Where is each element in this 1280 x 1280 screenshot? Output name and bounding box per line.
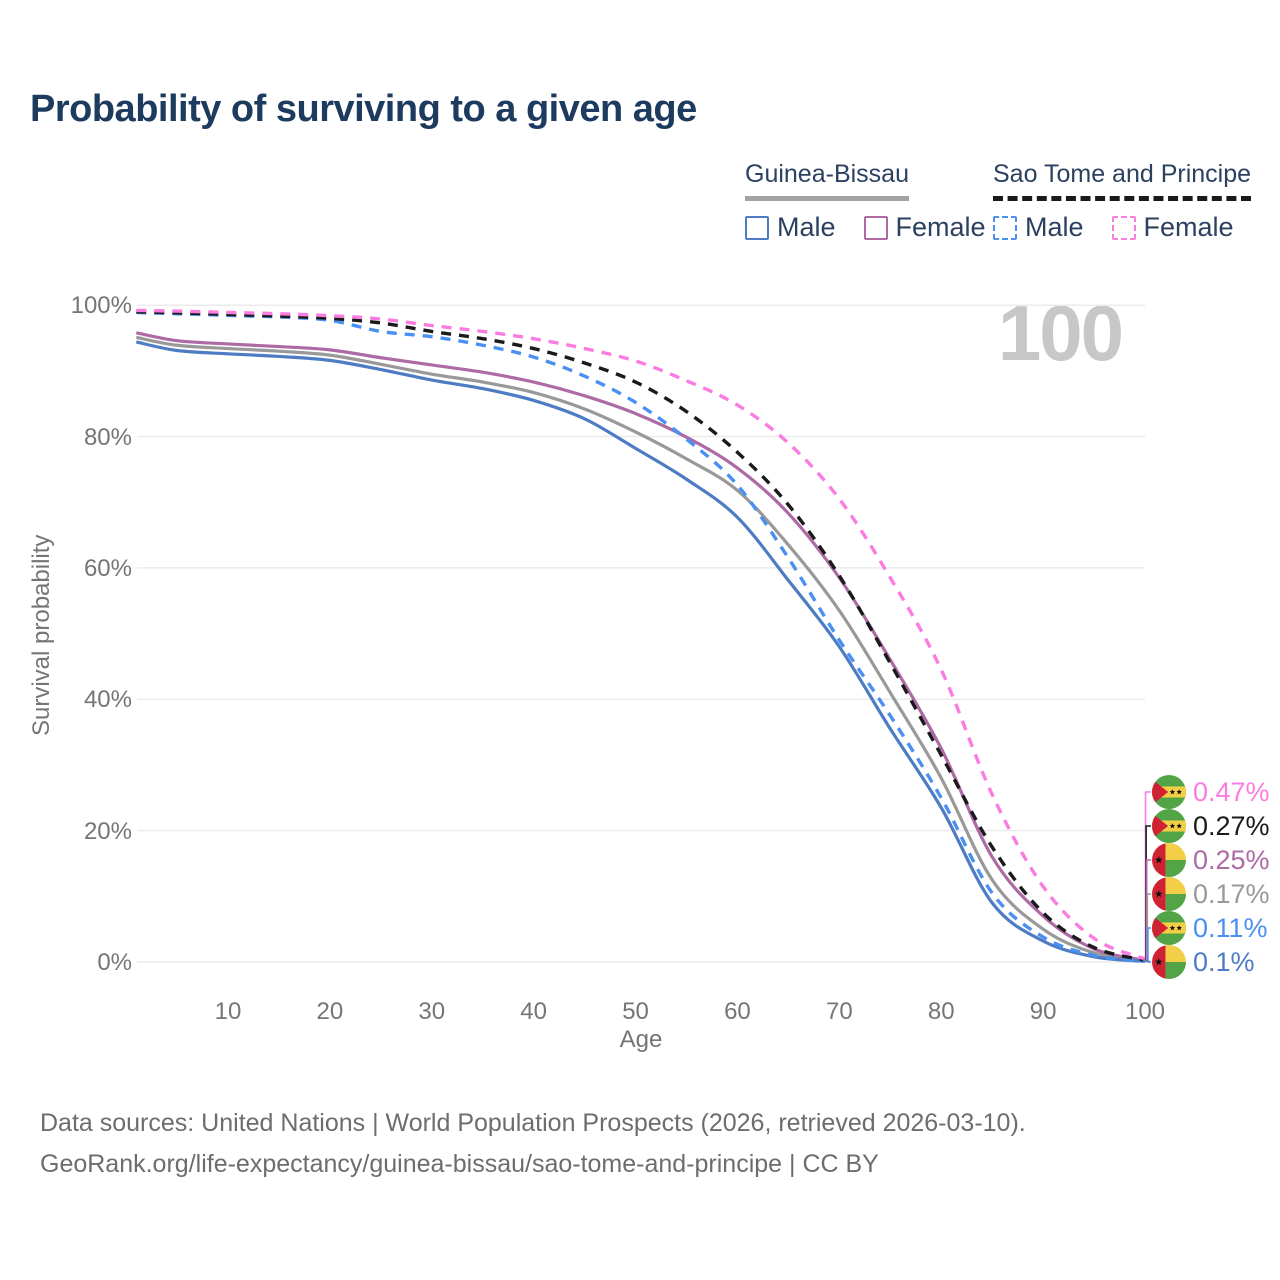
footer-data-sources: Data sources: United Nations | World Pop…	[40, 1109, 1026, 1137]
legend-country-sao-tome[interactable]: Sao Tome and Principe	[993, 160, 1252, 201]
x-tick-10: 10	[214, 998, 242, 1025]
legend-item-gb-female[interactable]: Female	[863, 212, 986, 243]
series-line-sao-tome-and-principe-female[interactable]	[136, 308, 1146, 961]
guinea-bissau-flag-icon	[1152, 877, 1186, 911]
legend-label: Female	[1143, 212, 1234, 242]
x-tick-40: 40	[520, 998, 547, 1025]
guinea-bissau-flag-icon	[1152, 945, 1186, 979]
end-value-text: 0.47%	[1193, 776, 1270, 807]
gridlines	[137, 304, 1145, 963]
end-value-text: 0.17%	[1193, 878, 1270, 909]
end-value-label-guinea-bissau: 0.25%	[1152, 843, 1270, 877]
end-value-text: 0.25%	[1193, 844, 1270, 875]
end-value-label-sao-tome-and-principe: 0.27%	[1152, 809, 1270, 843]
y-tick-40%: 40%	[83, 686, 132, 714]
sao-tome-and-principe-flag-icon	[1152, 911, 1186, 945]
footer-attribution: Data sources: United Nations | World Pop…	[40, 1103, 1026, 1185]
stp-male-swatch-icon	[993, 215, 1017, 240]
stp-female-swatch-icon	[1111, 215, 1136, 240]
legend-label: Male	[777, 212, 836, 242]
footer-url: GeoRank.org/life-expectancy/guinea-bissa…	[40, 1150, 879, 1178]
x-tick-60: 60	[724, 998, 751, 1025]
end-value-text: 0.27%	[1193, 810, 1270, 841]
y-tick-80%: 80%	[83, 423, 132, 451]
end-value-text: 0.11%	[1193, 912, 1268, 943]
legend-label: Male	[1025, 212, 1084, 242]
gb-female-swatch-icon	[863, 215, 888, 240]
legend-group-guinea-bissau: Guinea-Bissau Male Female	[745, 160, 986, 243]
x-tick-20: 20	[316, 998, 344, 1025]
x-tick-70: 70	[825, 998, 853, 1025]
legend-item-gb-male[interactable]: Male	[745, 212, 836, 243]
series-line-guinea-bissau-female[interactable]	[135, 331, 1146, 962]
end-value-text: 0.1%	[1193, 946, 1255, 977]
x-tick-50: 50	[622, 998, 649, 1025]
leader-line-0.1%	[1143, 960, 1151, 963]
x-tick-100: 100	[1124, 998, 1166, 1025]
y-tick-20%: 20%	[83, 817, 132, 845]
y-tick-0%: 0%	[97, 949, 132, 976]
sao-tome-and-principe-flag-icon	[1152, 775, 1186, 809]
legend-country-guinea-bissau[interactable]: Guinea-Bissau	[745, 160, 909, 201]
x-tick-90: 90	[1029, 998, 1057, 1025]
legend-item-stp-female[interactable]: Female	[1111, 212, 1234, 243]
series-line-guinea-bissau-male[interactable]	[135, 340, 1146, 963]
end-value-label-guinea-bissau: 0.17%	[1152, 877, 1270, 911]
end-value-label-sao-tome-and-principe: 0.11%	[1152, 911, 1268, 945]
legend-label: Female	[895, 212, 986, 242]
sao-tome-and-principe-flag-icon	[1152, 809, 1186, 843]
series-line-sao-tome-and-principe-both-sexes[interactable]	[136, 310, 1146, 962]
series-line-sao-tome-and-principe-male[interactable]	[136, 310, 1146, 963]
x-axis-title: Age	[619, 1026, 663, 1053]
page-title: Probability of surviving to a given age	[30, 88, 697, 130]
legend-group-sao-tome: Sao Tome and Principe Male Female	[993, 160, 1252, 243]
gb-male-swatch-icon	[745, 215, 769, 240]
hovered-age-watermark: 100	[997, 289, 1124, 377]
y-tick-100%: 100%	[70, 292, 132, 320]
end-value-label-sao-tome-and-principe: 0.47%	[1152, 775, 1270, 809]
y-axis-title: Survival probability	[28, 534, 55, 736]
series-line-guinea-bissau-both-sexes[interactable]	[135, 335, 1146, 963]
x-tick-80: 80	[927, 998, 955, 1025]
legend-item-stp-male[interactable]: Male	[993, 212, 1084, 243]
end-value-label-guinea-bissau: 0.1%	[1152, 945, 1255, 979]
x-tick-30: 30	[418, 998, 446, 1025]
y-tick-60%: 60%	[83, 554, 132, 582]
guinea-bissau-flag-icon	[1152, 843, 1186, 877]
